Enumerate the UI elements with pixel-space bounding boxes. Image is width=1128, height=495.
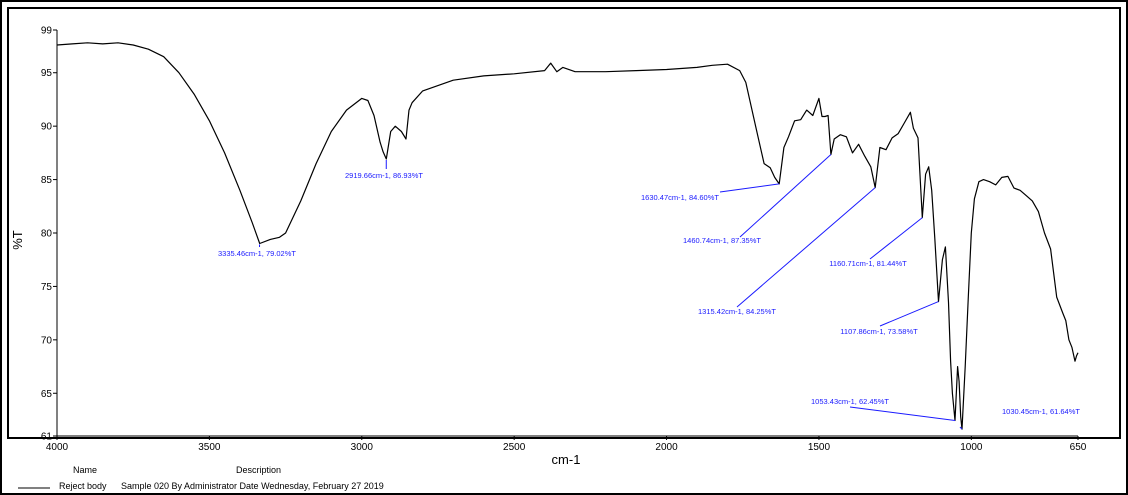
peak-leader bbox=[736, 187, 876, 308]
legend-description-header: Description bbox=[236, 465, 282, 475]
x-tick-label: 1000 bbox=[960, 442, 983, 453]
y-tick-label: 80 bbox=[41, 229, 53, 240]
legend-description: Sample 020 By Administrator Date Wednesd… bbox=[121, 481, 384, 491]
y-tick-label: 95 bbox=[41, 68, 53, 79]
x-tick-label: 2000 bbox=[655, 442, 678, 453]
peak-label: 1315.42cm-1, 84.25%T bbox=[698, 307, 776, 316]
peak-label: 2919.66cm-1, 86.93%T bbox=[345, 171, 423, 180]
x-tick-label: 3500 bbox=[198, 442, 221, 453]
legend-name: Reject body bbox=[59, 481, 107, 491]
peak-leader bbox=[869, 217, 923, 260]
peak-label: 1460.74cm-1, 87.35%T bbox=[683, 236, 761, 245]
peak-leader bbox=[849, 406, 956, 422]
y-tick-label: 65 bbox=[41, 389, 53, 400]
axes: 61 65 70 75 80 85 90 95 99 4000 3500 3000 2500 2000 15… bbox=[41, 26, 1087, 454]
y-tick-label: 85 bbox=[41, 175, 53, 186]
x-tick-label: 3000 bbox=[351, 442, 374, 453]
y-tick-label: 75 bbox=[41, 282, 53, 293]
x-tick-label: 650 bbox=[1070, 442, 1087, 453]
spectrum-line bbox=[56, 42, 1079, 430]
peak-leader bbox=[879, 301, 939, 327]
peak-label: 3335.46cm-1, 79.02%T bbox=[218, 249, 296, 258]
y-tick-label: 61 bbox=[41, 432, 53, 443]
x-axis-label: cm-1 bbox=[552, 452, 581, 467]
y-tick-label: 90 bbox=[41, 122, 53, 133]
peak-leader bbox=[739, 154, 832, 238]
y-tick-label: 70 bbox=[41, 335, 53, 346]
legend-name-header: Name bbox=[73, 465, 98, 475]
x-tick-label: 2500 bbox=[503, 442, 526, 453]
peak-label: 1160.71cm-1, 81.44%T bbox=[829, 259, 907, 268]
spectrum-series bbox=[56, 42, 1079, 430]
plot-frame bbox=[7, 7, 1121, 439]
peak-leader bbox=[959, 426, 963, 430]
peak-label: 1053.43cm-1, 62.45%T bbox=[811, 397, 889, 406]
peak-annotations: 3335.46cm-1, 79.02%T 2919.66cm-1, 86.93%T… bbox=[218, 154, 1080, 430]
x-tick-label: 4000 bbox=[46, 442, 69, 453]
peak-label: 1630.47cm-1, 84.60%T bbox=[641, 193, 719, 202]
peak-label: 1107.86cm-1, 73.58%T bbox=[840, 327, 918, 336]
peak-leader bbox=[719, 183, 780, 193]
y-axis-label: %T bbox=[10, 230, 25, 250]
peak-label: 1030.45cm-1, 61.64%T bbox=[1002, 407, 1080, 416]
x-tick-label: 1500 bbox=[808, 442, 831, 453]
y-tick-label: 99 bbox=[41, 26, 53, 37]
